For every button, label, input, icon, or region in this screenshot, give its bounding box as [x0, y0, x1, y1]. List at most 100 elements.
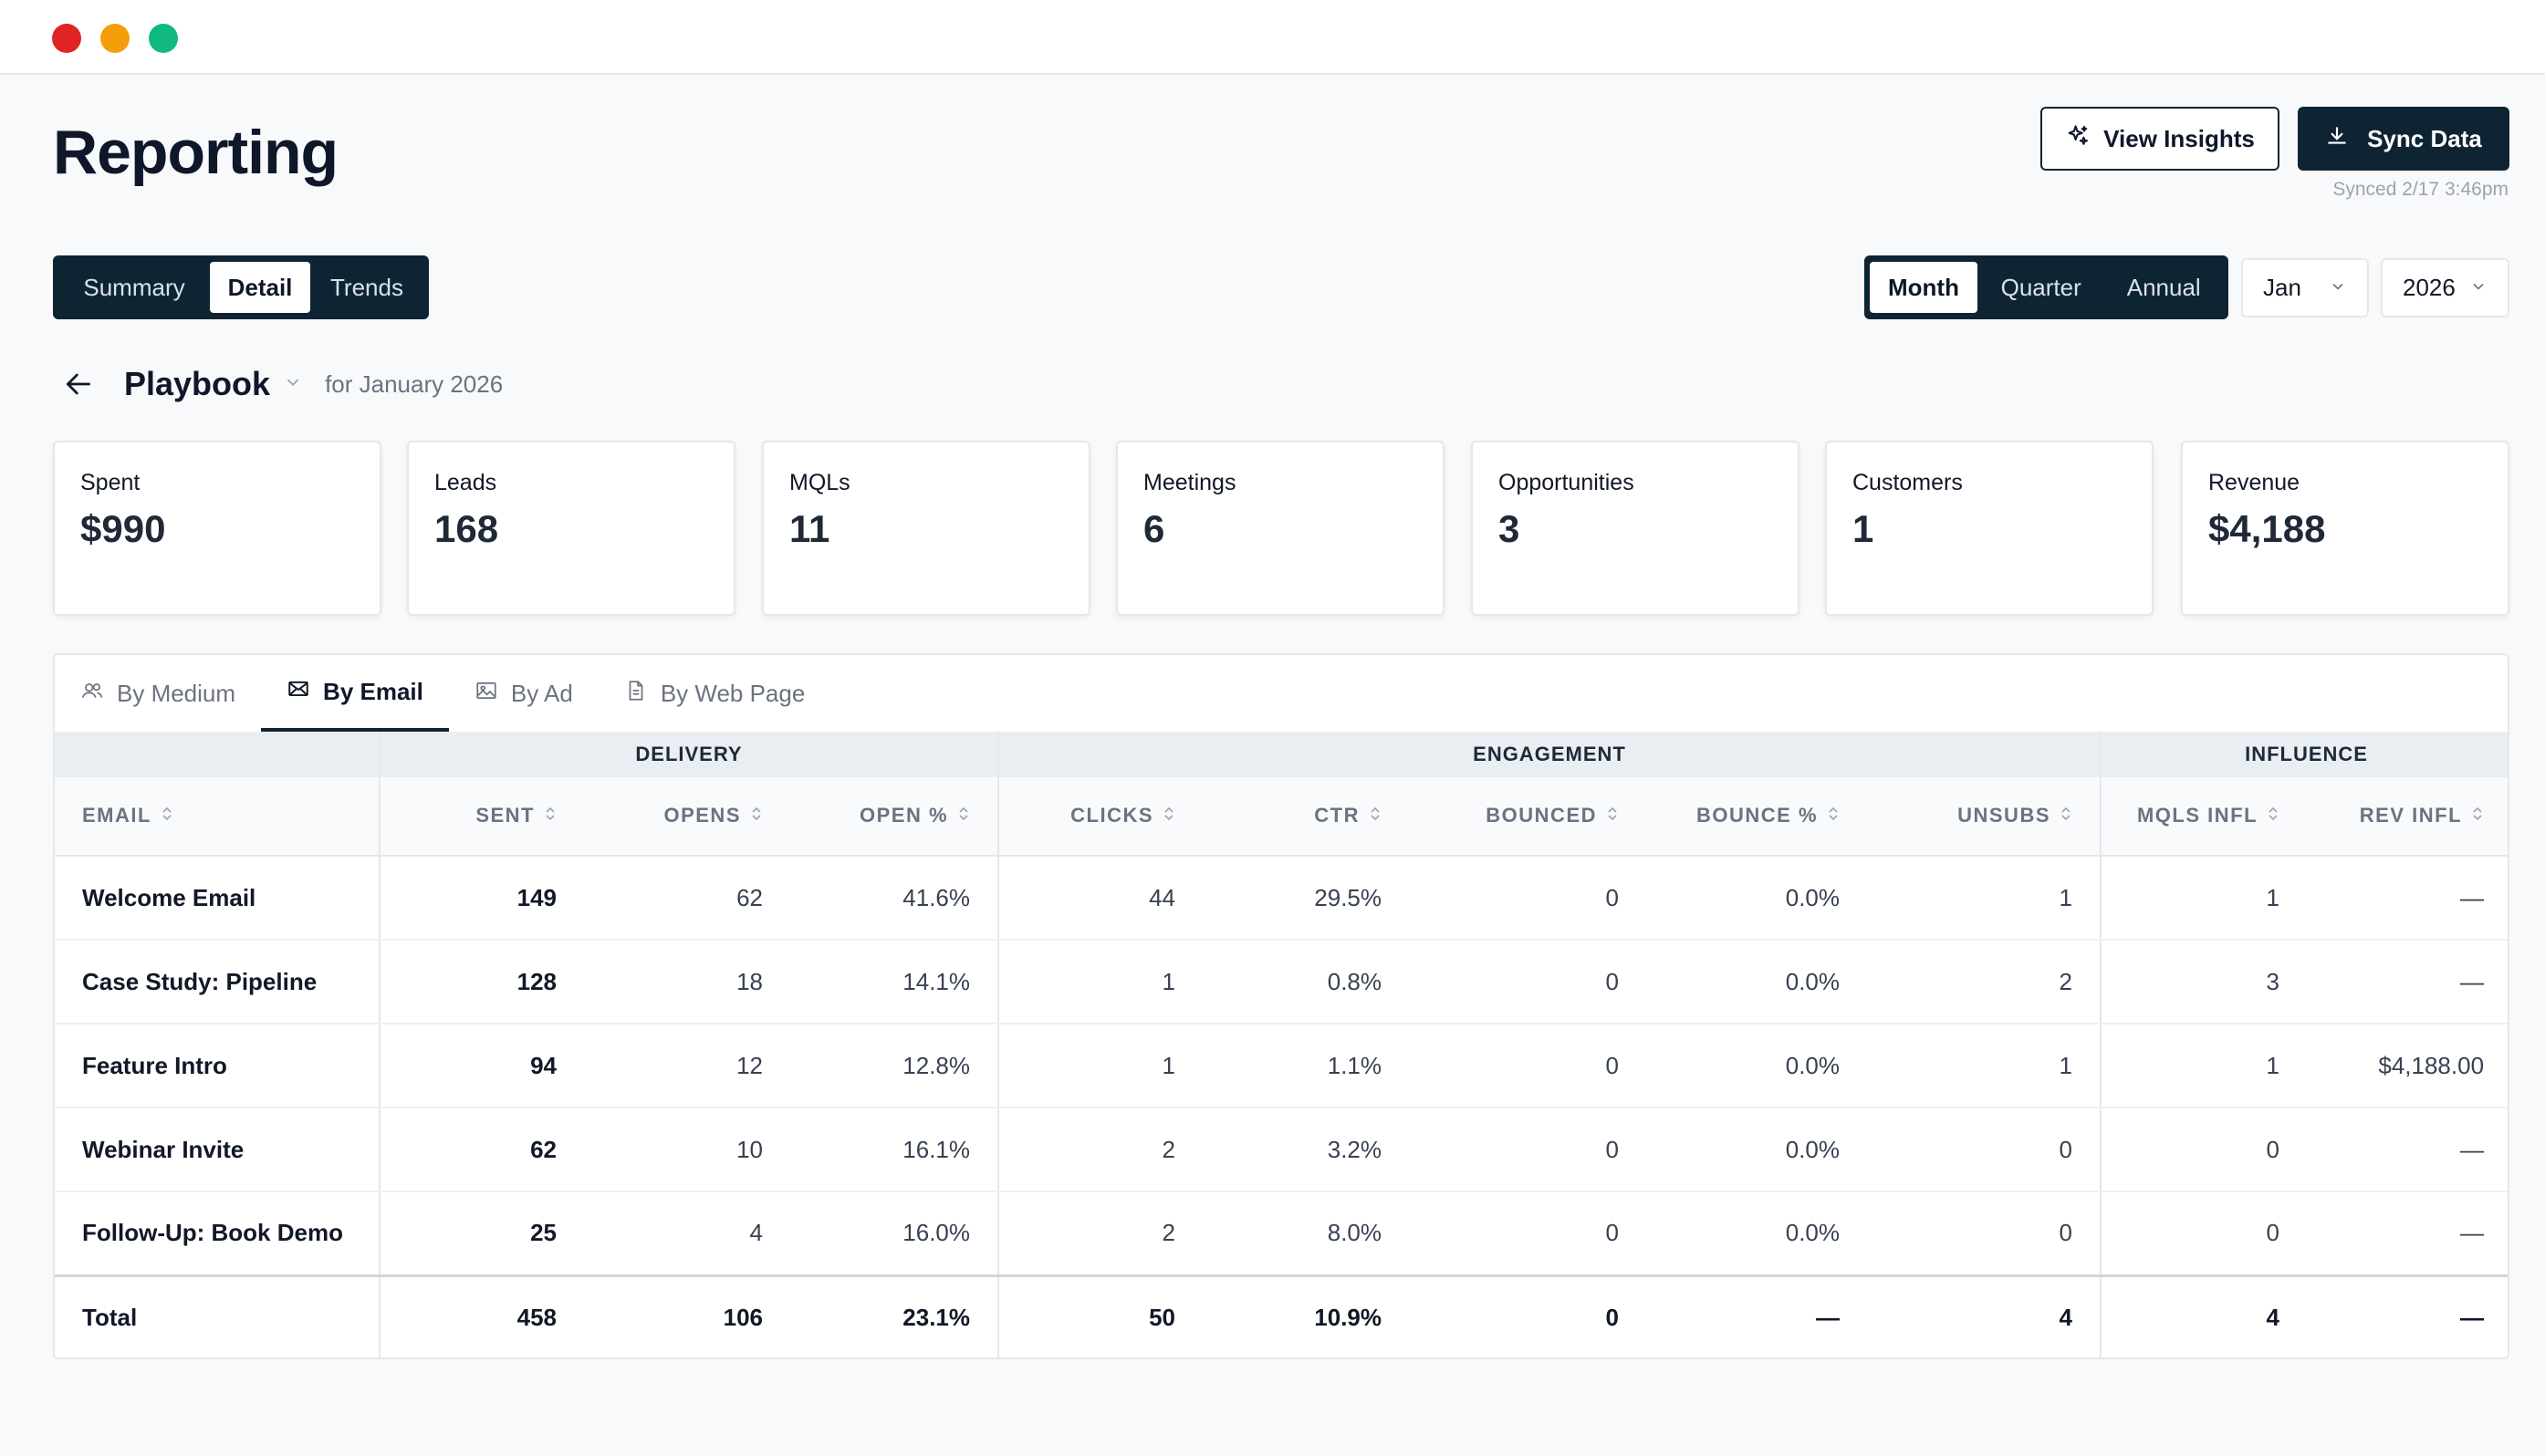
table-row[interactable]: Welcome Email 149 62 41.6% 44 29.5% 0 0.0% 1 1— — [55, 856, 2508, 941]
month-select[interactable]: Jan — [2241, 258, 2369, 317]
tab-by-web-page[interactable]: By Web Page — [599, 655, 831, 732]
cell-ctr: 8.0% — [1203, 1191, 1410, 1276]
sort-icon[interactable] — [1369, 805, 1382, 828]
cell-ctr: 0.8% — [1203, 940, 1410, 1024]
table-row[interactable]: Case Study: Pipeline 128 18 14.1% 1 0.8% 0 0.0%… — [55, 940, 2508, 1024]
chevron-down-icon — [2329, 274, 2347, 302]
sort-icon[interactable] — [2267, 805, 2279, 828]
total-mqls-infl: 4 — [2101, 1274, 2308, 1357]
cell-ctr: 1.1% — [1203, 1024, 1410, 1108]
column-header-unsubs[interactable]: UNSUBS — [1867, 777, 2102, 857]
table-row[interactable]: Webinar Invite 62 10 16.1% 2 3.2% 0 0.0% 0 0— — [55, 1108, 2508, 1192]
chevron-down-icon[interactable] — [283, 372, 303, 397]
group-header-empty — [55, 732, 381, 777]
cell-opens: 62 — [584, 856, 790, 941]
tab-month[interactable]: Month — [1870, 262, 1977, 313]
metric-label: MQLs — [789, 470, 850, 495]
metric-label: Opportunities — [1498, 470, 1634, 495]
metric-card-spent: Spent $990 — [53, 441, 381, 616]
minimize-window-button[interactable] — [100, 24, 130, 53]
year-select[interactable]: 2026 — [2381, 258, 2509, 317]
email-breakdown-panel: By Medium By Email By Ad By Web Page — [53, 653, 2509, 1359]
tab-label: By Ad — [510, 679, 573, 707]
sort-icon[interactable] — [750, 805, 763, 828]
tab-detail[interactable]: Detail — [210, 262, 310, 313]
view-insights-button[interactable]: View Insights — [2040, 107, 2279, 171]
cell-clicks: 1 — [998, 940, 1204, 1024]
cell-open-pct: 12.8% — [790, 1024, 1000, 1108]
tab-by-ad[interactable]: By Ad — [449, 655, 599, 732]
column-header-bounced[interactable]: BOUNCED — [1409, 777, 1647, 857]
breakdown-tabs: By Medium By Email By Ad By Web Page — [55, 655, 2508, 732]
window-titlebar — [0, 0, 2545, 75]
total-row: Total 458 106 23.1% 50 10.9% 0—4 4— — [55, 1274, 2508, 1357]
tab-label: By Email — [323, 677, 423, 705]
column-header-rev-infl[interactable]: REV INFL — [2307, 777, 2508, 857]
group-header-delivery: DELIVERY — [380, 732, 1000, 777]
column-header-label: BOUNCE % — [1696, 803, 1819, 827]
cell-bounced: 0 — [1409, 856, 1647, 941]
sort-icon[interactable] — [2471, 805, 2484, 828]
email-name-cell: Webinar Invite — [55, 1108, 381, 1192]
cell-ctr: 3.2% — [1203, 1108, 1410, 1192]
synced-timestamp: Synced 2/17 3:46pm — [2332, 179, 2508, 200]
column-header-label: CTR — [1314, 803, 1361, 827]
table-row[interactable]: Feature Intro 94 12 12.8% 1 1.1% 0 0.0% 1 1 $4,188… — [55, 1024, 2508, 1108]
sync-data-button[interactable]: Sync Data — [2298, 107, 2509, 171]
sort-icon[interactable] — [544, 805, 557, 828]
playbook-title[interactable]: Playbook — [124, 365, 271, 402]
document-icon — [624, 679, 648, 709]
cell-opens: 18 — [584, 940, 790, 1024]
metric-card-leads: Leads 168 — [407, 441, 735, 616]
metric-card-meetings: Meetings 6 — [1116, 441, 1445, 616]
sort-icon[interactable] — [2060, 805, 2072, 828]
sort-icon[interactable] — [1827, 805, 1840, 828]
total-open-pct: 23.1% — [790, 1274, 1000, 1357]
column-header-sent[interactable]: SENT — [380, 777, 584, 857]
sort-icon[interactable] — [1606, 805, 1619, 828]
email-name-cell: Welcome Email — [55, 856, 381, 941]
email-name-cell: Case Study: Pipeline — [55, 940, 381, 1024]
metric-card-customers: Customers 1 — [1825, 441, 2154, 616]
cell-clicks: 1 — [998, 1024, 1204, 1108]
back-arrow-icon[interactable] — [60, 366, 97, 402]
cell-open-pct: 41.6% — [790, 856, 1000, 941]
close-window-button[interactable] — [52, 24, 81, 53]
table-row[interactable]: Follow-Up: Book Demo 25 4 16.0% 2 8.0% 0 0.0% 0 0… — [55, 1191, 2508, 1276]
tab-by-medium[interactable]: By Medium — [55, 655, 261, 732]
column-header-bounce-pct[interactable]: BOUNCE % — [1646, 777, 1868, 857]
period-switcher: Month Quarter Annual — [1864, 255, 2228, 319]
metric-card-opportunities: Opportunities 3 — [1471, 441, 1799, 616]
tab-summary[interactable]: Summary — [83, 273, 185, 301]
column-header-label: CLICKS — [1070, 803, 1154, 827]
maximize-window-button[interactable] — [149, 24, 178, 53]
metric-value: 1 — [1852, 507, 1874, 550]
column-header-open-pct[interactable]: OPEN % — [790, 777, 1000, 857]
column-header-opens[interactable]: OPENS — [584, 777, 790, 857]
tab-annual[interactable]: Annual — [2126, 273, 2201, 301]
cell-clicks: 44 — [998, 856, 1204, 941]
cell-sent: 62 — [380, 1108, 584, 1192]
users-icon — [80, 679, 104, 709]
column-header-mqls-infl[interactable]: MQLS INFL — [2101, 777, 2308, 857]
sort-icon[interactable] — [1163, 805, 1175, 828]
table-body: Welcome Email 149 62 41.6% 44 29.5% 0 0.0% 1 1— Ca… — [55, 856, 2508, 1276]
cell-open-pct: 16.1% — [790, 1108, 1000, 1192]
total-label: Total — [55, 1274, 381, 1357]
tab-trends[interactable]: Trends — [330, 273, 403, 301]
total-opens: 106 — [584, 1274, 790, 1357]
cell-bounced: 0 — [1409, 940, 1647, 1024]
sort-icon[interactable] — [161, 805, 173, 828]
column-header-ctr[interactable]: CTR — [1203, 777, 1410, 857]
column-header-clicks[interactable]: CLICKS — [998, 777, 1204, 857]
group-header-engagement: ENGAGEMENT — [998, 732, 2102, 777]
sort-icon[interactable] — [957, 805, 970, 828]
metric-value: 168 — [434, 507, 499, 550]
metric-label: Leads — [434, 470, 497, 495]
tab-by-email[interactable]: By Email — [261, 655, 449, 732]
tab-quarter[interactable]: Quarter — [2000, 273, 2081, 301]
column-header-email[interactable]: EMAIL — [55, 777, 381, 857]
cell-open-pct: 16.0% — [790, 1191, 1000, 1276]
metric-label: Customers — [1852, 470, 1963, 495]
month-select-value: Jan — [2263, 274, 2301, 301]
